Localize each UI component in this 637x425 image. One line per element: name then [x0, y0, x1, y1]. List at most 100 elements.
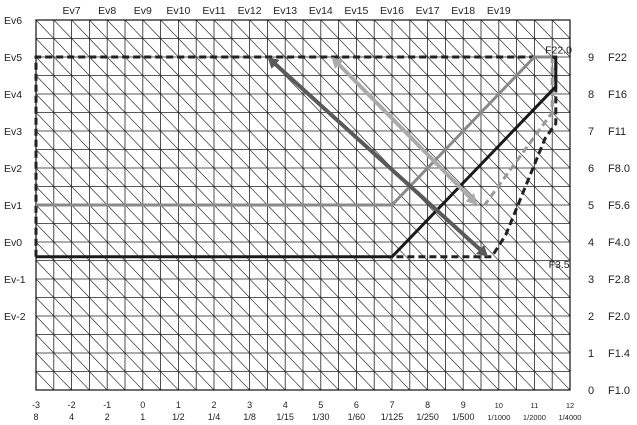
- top-ev-label: Ev7: [63, 5, 81, 17]
- grid-diagonal: [391, 352, 411, 372]
- grid-diagonal: [160, 334, 179, 354]
- grid-diagonal: [302, 75, 322, 95]
- grid-diagonal: [284, 204, 304, 224]
- grid-diagonal: [480, 297, 500, 317]
- grid-diagonal: [356, 260, 375, 280]
- grid-diagonal: [142, 352, 161, 372]
- grid-diagonal: [53, 149, 72, 169]
- grid-diagonal: [445, 315, 464, 335]
- grid-diagonal: [302, 167, 322, 187]
- grid-diagonal: [302, 315, 322, 335]
- grid-diagonal: [106, 19, 126, 39]
- grid-diagonal: [195, 371, 215, 391]
- grid-diagonal: [284, 371, 304, 391]
- bottom-shutter-label: 1/60: [348, 412, 366, 422]
- grid-diagonal: [231, 260, 250, 280]
- grid-diagonal: [409, 297, 428, 317]
- grid-diagonal: [320, 186, 339, 206]
- grid-diagonal: [516, 352, 535, 372]
- grid-diagonal: [249, 56, 268, 76]
- grid-diagonal: [213, 315, 233, 335]
- grid-diagonal: [320, 112, 339, 132]
- grid-diagonal: [338, 371, 357, 391]
- grid-diagonal: [213, 223, 233, 243]
- grid-diagonal: [462, 223, 482, 243]
- left-ev-label: Ev5: [4, 52, 22, 64]
- grid-diagonal: [106, 38, 126, 58]
- grid-diagonal: [356, 315, 375, 335]
- grid-diagonal: [373, 223, 393, 243]
- grid-diagonal: [373, 19, 393, 39]
- grid-diagonal: [516, 112, 535, 132]
- grid-diagonal: [249, 38, 268, 58]
- top-ev-label: Ev8: [98, 5, 116, 17]
- grid-diagonal: [391, 38, 411, 58]
- grid-diagonal: [160, 223, 179, 243]
- grid-diagonal: [249, 112, 268, 132]
- grid-diagonal: [516, 260, 535, 280]
- grid-diagonal: [551, 167, 571, 187]
- arrow-head-2-end: [331, 57, 344, 70]
- grid-diagonal: [195, 112, 215, 132]
- bottom-shutter-label: 1/250: [416, 412, 439, 422]
- grid-diagonal: [534, 260, 553, 280]
- bottom-shutter-label: 4: [69, 412, 74, 422]
- grid-diagonal: [427, 204, 446, 224]
- grid-diagonal: [373, 167, 393, 187]
- grid-diagonal: [71, 352, 90, 372]
- grid-diagonal: [35, 186, 55, 206]
- right-fstop-label: F1.4: [608, 348, 630, 360]
- grid-diagonal: [302, 260, 322, 280]
- grid-diagonal: [480, 334, 500, 354]
- grid-diagonal: [391, 130, 411, 150]
- grid-diagonal: [516, 334, 535, 354]
- top-ev-label: Ev18: [451, 5, 475, 17]
- grid-diagonal: [284, 186, 304, 206]
- grid-diagonal: [231, 93, 250, 113]
- grid-diagonal: [284, 278, 304, 298]
- grid-diagonal: [498, 297, 517, 317]
- bottom-shutter-label: 1/4: [208, 412, 221, 422]
- grid-diagonal: [53, 93, 72, 113]
- grid-diagonal: [551, 278, 571, 298]
- grid-diagonal: [498, 315, 517, 335]
- grid-diagonal: [302, 56, 322, 76]
- grid-diagonal: [409, 352, 428, 372]
- grid-diagonal: [391, 223, 411, 243]
- grid-diagonal: [516, 75, 535, 95]
- top-ev-label: Ev13: [273, 5, 297, 17]
- grid-diagonal: [249, 260, 268, 280]
- grid-diagonal: [391, 19, 411, 39]
- grid-diagonal: [356, 56, 375, 76]
- grid-diagonal: [231, 297, 250, 317]
- grid-diagonal: [498, 334, 517, 354]
- grid-diagonal: [89, 56, 108, 76]
- grid-diagonal: [35, 149, 55, 169]
- grid-diagonal: [213, 93, 233, 113]
- right-fstop-label: F5.6: [608, 200, 630, 212]
- grid-diagonal: [409, 371, 428, 391]
- grid-diagonal: [534, 56, 553, 76]
- grid-diagonal: [142, 223, 161, 243]
- grid-diagonal: [338, 260, 357, 280]
- grid-diagonal: [71, 38, 90, 58]
- right-fstop-label: F4.0: [608, 237, 630, 249]
- grid-diagonal: [267, 334, 286, 354]
- right-fstop-label: F2.0: [608, 311, 630, 323]
- grid-diagonal: [427, 371, 446, 391]
- arrow-head-1-end: [267, 57, 280, 69]
- right-value-label: 1: [588, 348, 594, 360]
- grid-diagonal: [284, 352, 304, 372]
- grid-diagonal: [534, 334, 553, 354]
- grid-diagonal: [409, 112, 428, 132]
- grid-diagonal: [178, 112, 197, 132]
- grid-diagonal: [267, 186, 286, 206]
- grid-diagonal: [142, 334, 161, 354]
- grid-diagonal: [373, 371, 393, 391]
- grid-diagonal: [534, 371, 553, 391]
- grid-diagonal: [53, 352, 72, 372]
- grid-diagonal: [551, 315, 571, 335]
- grid-diagonal: [551, 260, 571, 280]
- grid-diagonal: [106, 352, 126, 372]
- grid-diagonal: [89, 112, 108, 132]
